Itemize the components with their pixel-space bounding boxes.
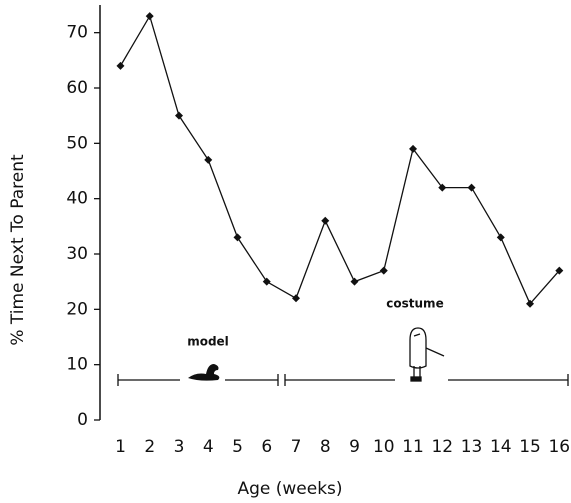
y-tick-label: 40 — [66, 189, 88, 209]
annotation: model — [187, 335, 229, 349]
y-tick-label: 30 — [66, 244, 88, 264]
x-tick-label: 15 — [519, 437, 541, 457]
x-tick-label: 1 — [115, 437, 126, 457]
data-point — [467, 183, 476, 192]
y-tick-label: 20 — [66, 299, 88, 319]
data-point — [321, 216, 330, 225]
phase-bars — [117, 374, 569, 386]
x-tick-label: 8 — [320, 437, 331, 457]
y-axis-label: % Time Next To Parent — [8, 154, 28, 346]
data-point — [174, 111, 183, 120]
data-point — [438, 183, 447, 192]
x-tick-label: 14 — [490, 437, 512, 457]
data-point — [350, 277, 359, 286]
data-point — [204, 155, 213, 164]
x-tick-label: 13 — [461, 437, 483, 457]
duck-model-icon — [188, 364, 220, 381]
data-point — [409, 144, 418, 153]
y-tick-label: 10 — [66, 355, 88, 375]
y-tick-label: 70 — [66, 23, 88, 43]
x-tick-label: 16 — [548, 437, 570, 457]
data-point — [555, 266, 564, 275]
data-point — [526, 299, 535, 308]
x-tick-label: 12 — [431, 437, 453, 457]
data-point — [292, 294, 301, 303]
data-line — [119, 14, 560, 305]
x-axis-label: Age (weeks) — [237, 479, 342, 499]
data-point — [116, 61, 125, 70]
x-tick-label: 3 — [174, 437, 185, 457]
x-tick-label: 7 — [291, 437, 302, 457]
x-tick-label: 5 — [232, 437, 243, 457]
y-tick-label: 0 — [77, 410, 88, 430]
data-point — [262, 277, 271, 286]
costume-icon — [409, 327, 445, 382]
data-point — [496, 233, 505, 242]
x-tick-label: 4 — [203, 437, 214, 457]
data-point — [379, 266, 388, 275]
x-tick-label: 2 — [144, 437, 155, 457]
x-tick-label: 6 — [261, 437, 272, 457]
y-tick-label: 50 — [66, 133, 88, 153]
x-tick-label: 9 — [349, 437, 360, 457]
annotation: costume — [386, 297, 443, 311]
data-point — [145, 12, 154, 21]
x-tick-label: 10 — [373, 437, 395, 457]
data-point — [233, 233, 242, 242]
x-tick-label: 11 — [402, 437, 424, 457]
y-tick-label: 60 — [66, 78, 88, 98]
